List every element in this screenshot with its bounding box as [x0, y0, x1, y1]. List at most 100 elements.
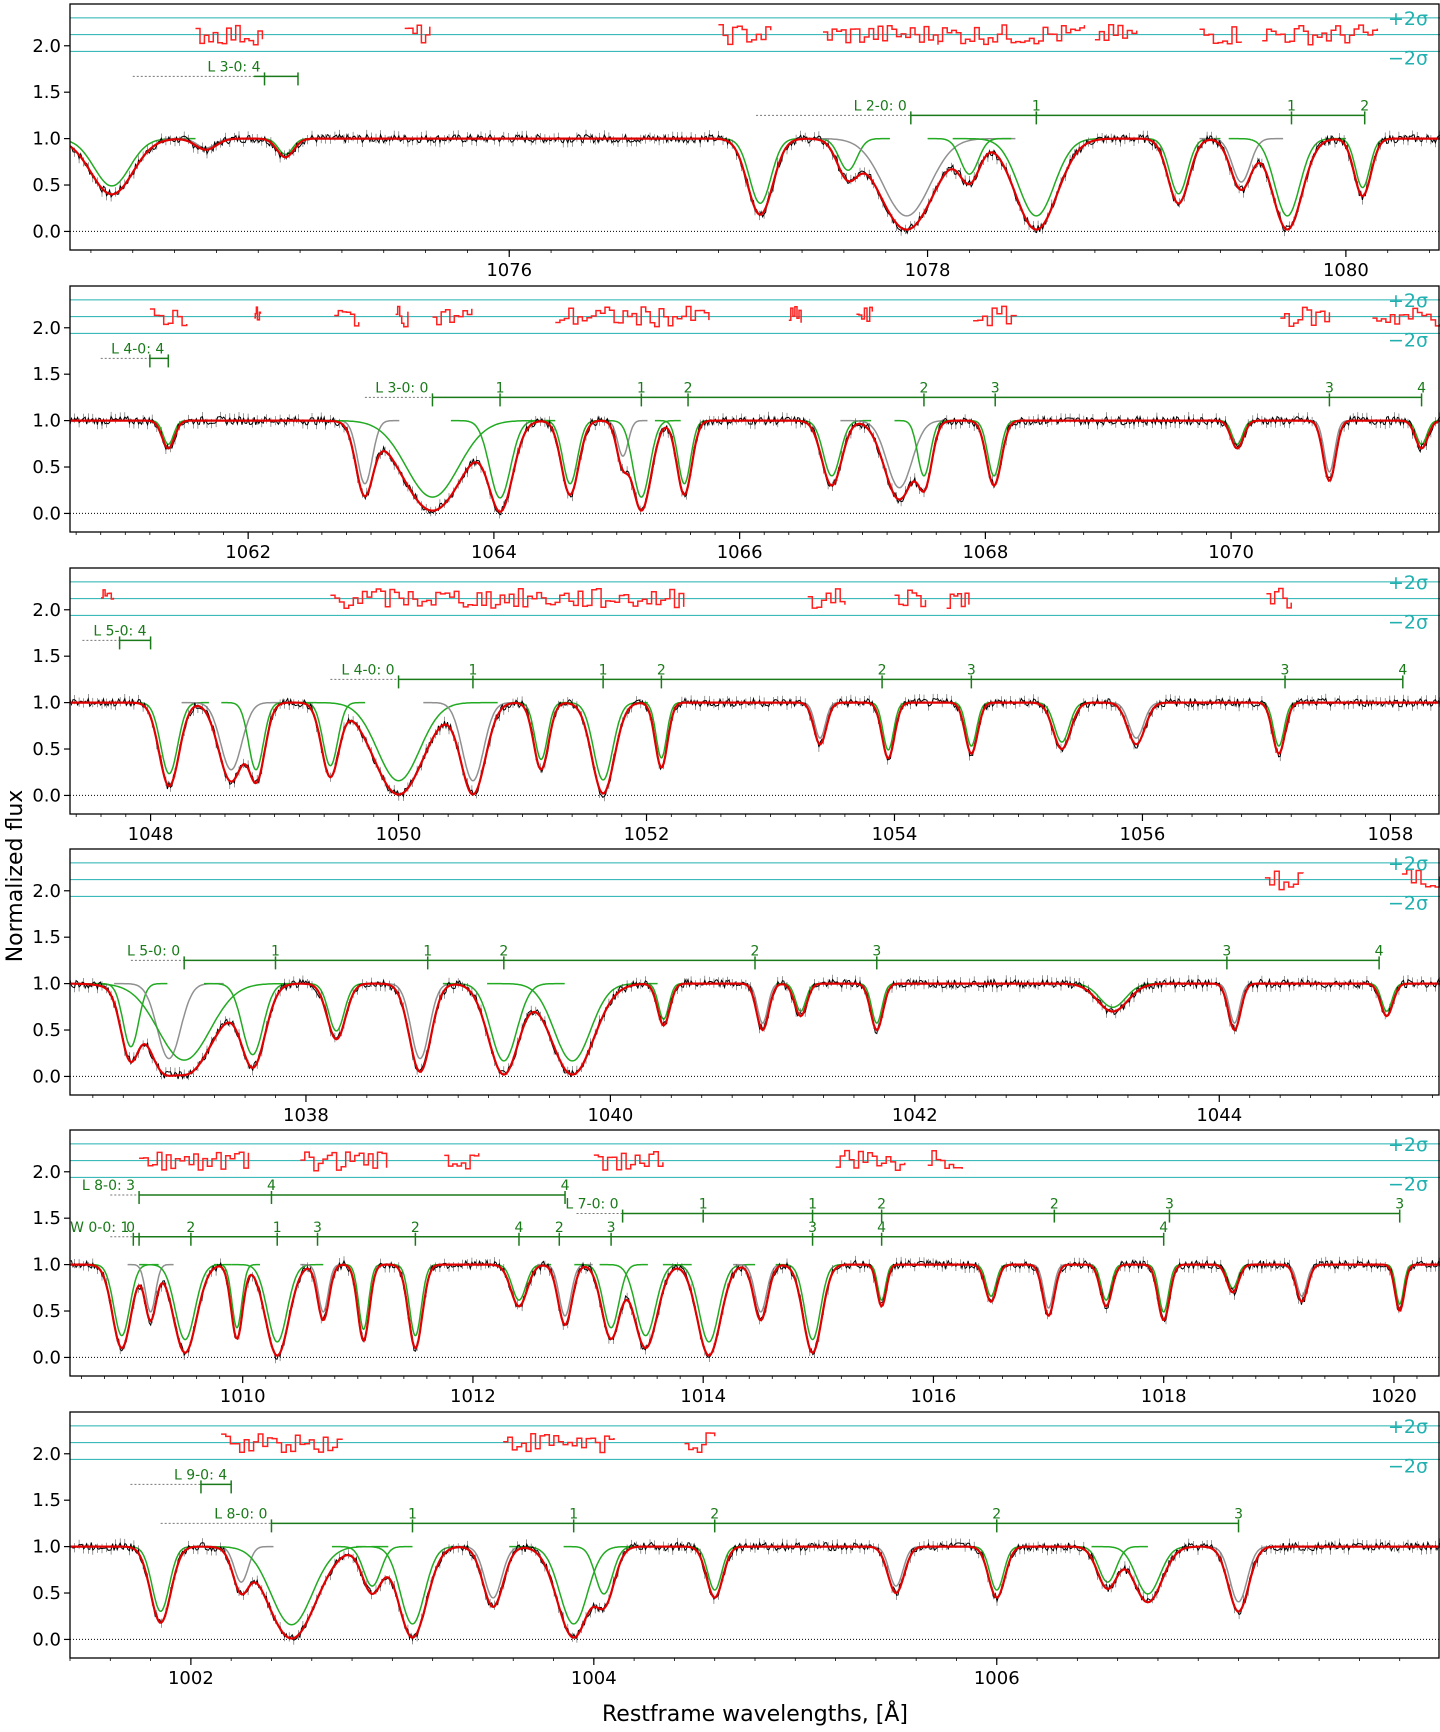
transition-label-row: L 3-0: 4 — [132, 59, 299, 86]
observed-spectrum — [70, 1540, 1440, 1642]
component-profile — [511, 701, 571, 761]
row-tick-label: 2 — [710, 1506, 719, 1522]
component-profile — [204, 982, 302, 1056]
component-profile — [450, 419, 550, 499]
y-tick-label: 2.0 — [32, 1162, 61, 1183]
component-profile — [213, 1263, 260, 1329]
component-profile — [964, 1545, 1029, 1591]
component-profile — [806, 137, 890, 171]
row-tick-label: 4 — [267, 1178, 276, 1194]
row-tick-label: 1 — [1287, 98, 1296, 114]
row-tick-label: 4 — [1417, 380, 1426, 396]
component-profile — [356, 1545, 469, 1625]
y-axis-label: Normalized flux — [3, 790, 28, 963]
component-profile — [452, 1545, 534, 1599]
y-tick-label: 1.0 — [32, 693, 61, 714]
sigma-minus-label: −2σ — [1388, 892, 1428, 914]
row-tick-label: 4 — [877, 1220, 886, 1236]
residual-segment — [444, 1153, 480, 1170]
component-profile — [792, 419, 872, 477]
sigma-minus-label: −2σ — [1388, 611, 1428, 633]
component-profile — [1381, 1263, 1419, 1306]
component-profile — [221, 701, 291, 771]
x-tick-label: 1050 — [376, 824, 422, 845]
component-profile — [598, 419, 648, 457]
transition-label-row: L 5-0: 4 — [82, 623, 152, 650]
component-profile — [139, 1263, 232, 1341]
y-tick-label: 0.0 — [32, 1066, 61, 1087]
row-tick-label: 4 — [515, 1220, 524, 1236]
residual-segment — [503, 1432, 615, 1454]
component-profile — [662, 1263, 755, 1343]
y-tick-label: 0.5 — [32, 457, 61, 478]
y-tick-label: 2.0 — [32, 36, 61, 57]
panel-2: L 4-0: 4 1 1 2 2 3 3 4 L 3-0: 0 +2σ −2σ 0.0 0.5 1.0 1.… — [32, 285, 1440, 563]
component-profile — [927, 137, 1012, 175]
y-tick-label: 1.5 — [32, 646, 61, 667]
row-tick-label: 1 — [468, 662, 477, 678]
residual-segment — [221, 1433, 343, 1453]
y-tick-label: 0.0 — [32, 785, 61, 806]
row-tick-label: 1 — [637, 380, 646, 396]
component-profile — [181, 701, 281, 771]
component-profile — [120, 1545, 201, 1613]
x-tick-label: 1080 — [1323, 260, 1369, 281]
residual-segment — [807, 588, 846, 609]
flux-error-bars — [70, 1255, 1440, 1364]
component-profile — [1199, 137, 1284, 183]
component-profile — [300, 1263, 347, 1313]
component-profile — [558, 701, 648, 781]
component-profile — [331, 1545, 413, 1587]
residual-segment — [927, 1150, 963, 1170]
component-profile — [535, 419, 605, 485]
component-profile — [1210, 982, 1259, 1024]
residual-segment — [1280, 306, 1331, 328]
component-profile — [537, 1263, 593, 1317]
y-tick-label: 2.0 — [32, 881, 61, 902]
component-profile — [738, 982, 787, 1024]
row-tick-label: 1 — [273, 1220, 282, 1236]
component-profile — [487, 982, 658, 1062]
residual-segment — [593, 1151, 664, 1171]
component-profile — [1329, 137, 1397, 189]
component-profile — [852, 982, 902, 1024]
residual-segment — [788, 305, 802, 323]
panel-plot-area: 4 4L 8-0: 31 1 2 2 3 3L 7-0: 02 1 3 2 4 2 3 3 4 4W 0-0:… — [70, 1143, 1440, 1364]
row-tick-label: 3 — [607, 1220, 616, 1236]
transition-label-row: L 4-0: 4 — [100, 341, 170, 368]
x-tick-label: 1078 — [905, 260, 951, 281]
component-profile — [863, 1545, 929, 1587]
row-tick-label: 3 — [1222, 943, 1231, 959]
x-tick-label: 1068 — [962, 542, 1008, 563]
row-tick-label: 2 — [555, 1220, 564, 1236]
row-label: L 3-0: 4 — [207, 59, 260, 75]
total-model-profile — [70, 137, 1440, 231]
y-tick-label: 1.0 — [32, 1255, 61, 1276]
component-profile — [1027, 701, 1097, 743]
component-profile — [143, 419, 193, 446]
row-tick-label: 1 — [271, 943, 280, 959]
component-profile — [299, 701, 498, 782]
row-tick-label: 2 — [877, 1197, 886, 1213]
component-profile — [1254, 701, 1304, 747]
row-tick-label: 3 — [1395, 1197, 1404, 1213]
component-profile — [968, 1263, 1014, 1297]
panel-frame — [69, 285, 1440, 533]
y-tick-label: 0.5 — [32, 1301, 61, 1322]
y-tick-label: 1.5 — [32, 364, 61, 385]
component-profile — [894, 419, 954, 477]
row-tick-label: 4 — [1398, 662, 1407, 678]
row-tick-label: 3 — [991, 380, 1000, 396]
y-tick-label: 2.0 — [32, 318, 61, 339]
total-model-profile — [70, 982, 1440, 1077]
sigma-plus-label: +2σ — [1388, 572, 1428, 594]
residual-segment — [555, 305, 710, 328]
transition-label-row: 1 1 2 2 3 3 4 L 5-0: 0 — [127, 943, 1384, 970]
component-profile — [299, 982, 373, 1032]
component-profile — [863, 1263, 901, 1301]
component-profile — [1362, 982, 1412, 1012]
sigma-minus-label: −2σ — [1388, 1455, 1428, 1477]
panel-frame — [69, 848, 1440, 1096]
x-tick-label: 1052 — [624, 824, 670, 845]
row-label: L 5-0: 0 — [127, 943, 180, 959]
